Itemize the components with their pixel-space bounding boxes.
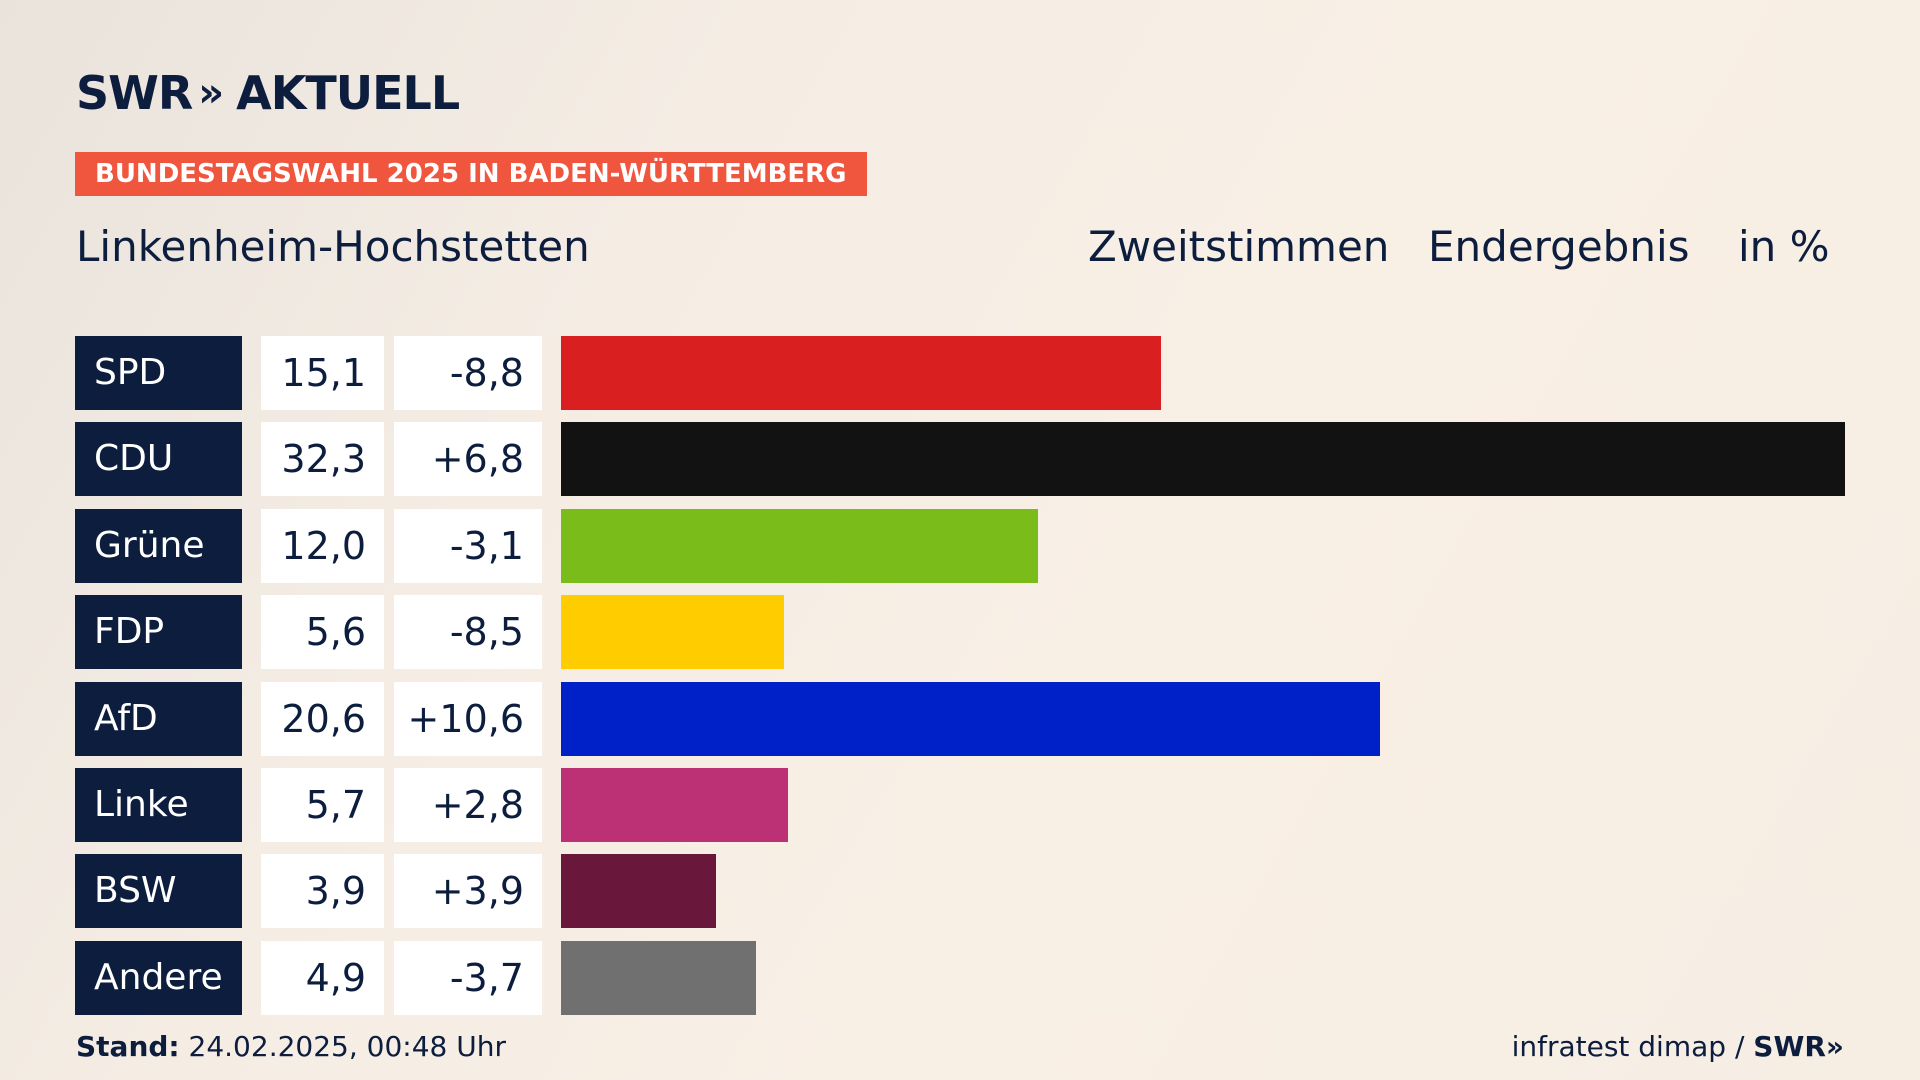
bar (561, 595, 784, 670)
value-label: 5,6 (261, 595, 384, 670)
value-label: 5,7 (261, 768, 384, 842)
party-label: BSW (75, 854, 242, 929)
result-row: Andere 4,9 -3,7 (75, 940, 1845, 1015)
party-label: Grüne (75, 508, 242, 583)
diff-label: -8,5 (394, 595, 542, 670)
election-badge: BUNDESTAGSWAHL 2025 IN BADEN-WÜRTTEMBERG (75, 152, 867, 196)
value-label: 3,9 (261, 854, 384, 929)
stand-value: 24.02.2025, 00:48 Uhr (188, 1030, 506, 1063)
party-label: SPD (75, 336, 242, 410)
source-brand: SWR (1753, 1030, 1826, 1063)
result-row: AfD 20,6 +10,6 (75, 681, 1845, 756)
result-row: FDP 5,6 -8,5 (75, 595, 1845, 670)
result-row: CDU 32,3 +6,8 (75, 422, 1845, 497)
unit-label: in % (1738, 222, 1830, 271)
party-label: FDP (75, 595, 242, 670)
result-row: Linke 5,7 +2,8 (75, 768, 1845, 842)
bar (561, 940, 756, 1015)
bar (561, 508, 1038, 583)
stand-label: Stand: (76, 1030, 180, 1063)
bar (561, 768, 788, 842)
logo-aktuell: AKTUELL (236, 66, 460, 120)
diff-label: +6,8 (394, 422, 542, 497)
bar (561, 681, 1380, 756)
logo-swr: SWR (76, 66, 193, 120)
result-row: BSW 3,9 +3,9 (75, 854, 1845, 929)
diff-label: -8,8 (394, 336, 542, 410)
swr-aktuell-logo: SWR » AKTUELL (76, 66, 460, 120)
diff-label: +10,6 (394, 681, 542, 756)
place-title: Linkenheim-Hochstetten (76, 222, 590, 271)
party-label: Andere (75, 940, 242, 1015)
result-status-label: Endergebnis (1428, 222, 1690, 271)
source-text: infratest dimap / (1511, 1030, 1754, 1063)
diff-label: -3,7 (394, 940, 542, 1015)
party-label: Linke (75, 768, 242, 842)
bar (561, 854, 716, 929)
value-label: 4,9 (261, 940, 384, 1015)
diff-label: +2,8 (394, 768, 542, 842)
source-chevron-icon: » (1825, 1030, 1844, 1063)
value-label: 20,6 (261, 681, 384, 756)
timestamp: Stand: 24.02.2025, 00:48 Uhr (76, 1030, 506, 1063)
result-row: Grüne 12,0 -3,1 (75, 508, 1845, 583)
diff-label: +3,9 (394, 854, 542, 929)
value-label: 12,0 (261, 508, 384, 583)
bar (561, 336, 1161, 410)
value-label: 15,1 (261, 336, 384, 410)
value-label: 32,3 (261, 422, 384, 497)
source-credit: infratest dimap / SWR» (1512, 1030, 1844, 1063)
result-row: SPD 15,1 -8,8 (75, 336, 1845, 410)
logo-chevron-icon: » (198, 70, 224, 116)
party-label: AfD (75, 681, 242, 756)
party-label: CDU (75, 422, 242, 497)
diff-label: -3,1 (394, 508, 542, 583)
vote-type-label: Zweitstimmen (1088, 222, 1390, 271)
bar (561, 422, 1845, 497)
